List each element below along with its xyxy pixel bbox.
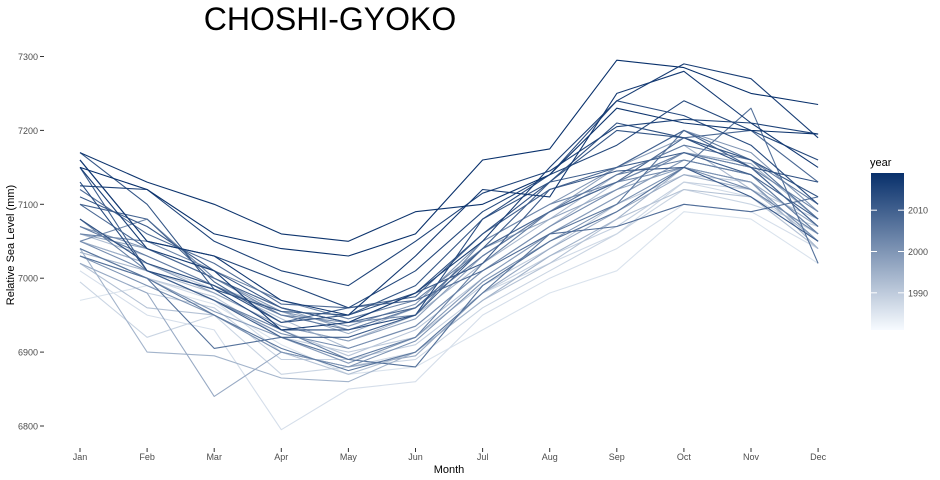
series-lines (79, 59, 819, 431)
y-axis-label: Relative Sea Level (mm) (5, 185, 17, 305)
x-tick-label: Jun (408, 452, 423, 462)
series-line-1985 (79, 181, 819, 361)
y-tick-label: 7000 (18, 274, 38, 284)
series-line-2007 (79, 129, 819, 324)
series-line-2012 (79, 122, 819, 324)
x-axis: Jan Feb Mar Apr May Jun Jul Aug Sep Oct Nov Dec (73, 448, 827, 462)
series-line-2019 (79, 59, 819, 257)
series-line-2010 (79, 166, 819, 324)
legend-ticks: 1990 2000 2010 (871, 206, 928, 298)
series-line-2005 (79, 107, 819, 368)
series-line-2017 (79, 70, 819, 316)
series-line-1993 (79, 174, 819, 397)
y-tick-label: 7100 (18, 200, 38, 210)
x-tick-label: Apr (274, 452, 288, 462)
legend-title: year (870, 157, 892, 169)
x-tick-label: Nov (743, 452, 760, 462)
series-line-1984 (79, 188, 819, 375)
series-line-2009 (79, 152, 819, 338)
series-line-2006 (79, 189, 819, 309)
series-line-2008 (79, 129, 819, 324)
x-tick-label: Jul (477, 452, 489, 462)
x-tick-label: Aug (542, 452, 558, 462)
x-tick-label: Mar (206, 452, 222, 462)
x-tick-label: Sep (609, 452, 625, 462)
x-tick-label: Dec (810, 452, 827, 462)
chart-title: CHOSHI-GYOKO (204, 1, 456, 37)
series-line-2016 (79, 63, 819, 331)
x-tick-label: Oct (677, 452, 692, 462)
legend-tick-label: 1990 (908, 288, 928, 298)
y-tick-label: 7300 (18, 52, 38, 62)
series-line-1995 (79, 137, 819, 342)
y-tick-label: 7200 (18, 126, 38, 136)
y-tick-label: 6800 (18, 422, 38, 432)
x-tick-label: Jan (73, 452, 88, 462)
series-line-1996 (79, 159, 819, 364)
legend-tick-label: 2010 (908, 206, 928, 216)
x-axis-label: Month (434, 464, 465, 476)
y-tick-label: 6900 (18, 348, 38, 358)
series-line-2014 (79, 100, 819, 309)
series-line-2018 (79, 107, 819, 242)
legend-tick-label: 2000 (908, 247, 928, 257)
series-line-2011 (79, 129, 819, 316)
y-axis: 6800 6900 7000 7100 7200 7300 (18, 52, 44, 432)
series-line-2001 (79, 152, 819, 320)
year-legend: year 1990 2000 2010 (870, 157, 928, 330)
x-tick-label: May (340, 452, 358, 462)
series-line-2004 (79, 129, 819, 372)
series-line-1990 (79, 144, 819, 342)
series-line-1998 (79, 166, 819, 368)
x-tick-label: Feb (139, 452, 155, 462)
series-line-2015 (79, 118, 819, 287)
series-line-1982 (79, 203, 819, 431)
